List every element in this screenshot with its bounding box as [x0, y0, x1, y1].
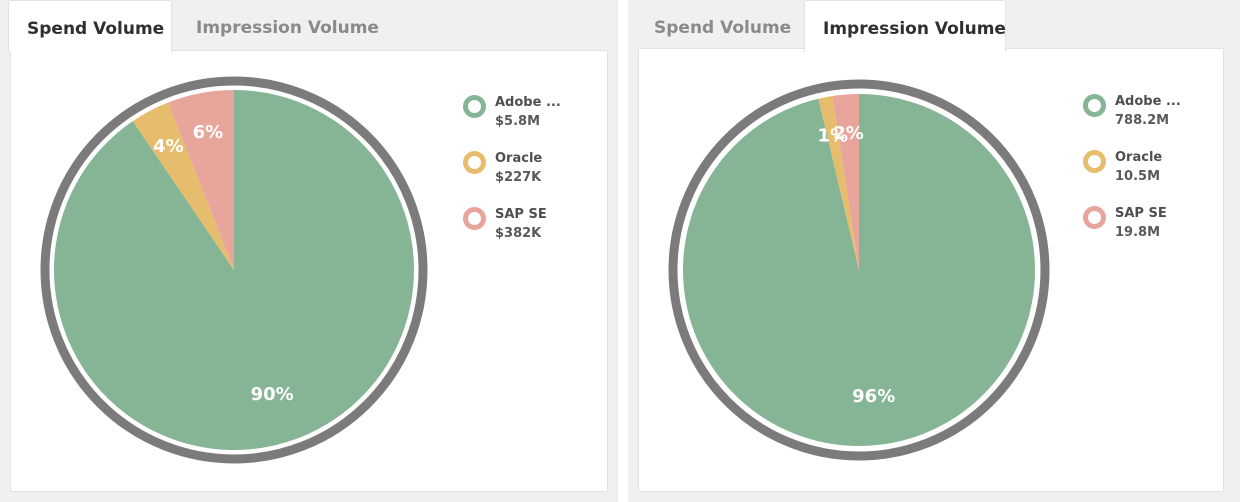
spend-chart-panel: Spend Volume Impression Volume 90% 4% 6% A…: [0, 0, 618, 502]
legend-value: $382K: [495, 226, 542, 241]
pie-label-adobe: 90%: [251, 384, 294, 405]
legend-label: Oracle: [495, 151, 543, 166]
chart-tabs: Spend Volume Impression Volume: [628, 0, 1240, 52]
pie-slice-oracle[interactable]: [132, 102, 234, 270]
pie-outer-ring: [668, 79, 1050, 461]
pie-slice-sap[interactable]: [168, 90, 234, 270]
legend-marker-icon: [463, 207, 486, 230]
pie-chart: 90% 4% 6%: [40, 76, 428, 464]
tab-impression-volume[interactable]: Impression Volume: [196, 18, 379, 38]
legend-label: SAP SE: [495, 207, 547, 222]
legend-label: Adobe ...: [1115, 94, 1181, 109]
pie-slice-adobe[interactable]: [54, 90, 415, 450]
legend-marker-icon: [1083, 94, 1106, 117]
impression-chart-panel: Spend Volume Impression Volume 96% 1% 2% A…: [628, 0, 1240, 502]
legend-marker-icon: [463, 151, 486, 174]
legend-value: $5.8M: [495, 114, 541, 129]
chart-card: 90% 4% 6% Adobe ... $5.8M Oracle $227K SAP…: [10, 50, 608, 492]
legend-value: 788.2M: [1115, 113, 1170, 128]
tab-spend-volume[interactable]: Spend Volume: [8, 0, 172, 52]
pie-chart: 96% 1%2%: [668, 79, 1050, 461]
tab-impression-volume[interactable]: Impression Volume: [804, 0, 1006, 52]
legend-marker-icon: [1083, 150, 1106, 173]
legend-value: $227K: [495, 170, 542, 185]
legend-marker-icon: [463, 95, 486, 118]
legend-value: 10.5M: [1115, 169, 1161, 184]
pie-label-sap: 2%: [833, 123, 864, 144]
pie-label-adobe: 96%: [852, 386, 895, 407]
legend-value: 19.8M: [1115, 225, 1161, 240]
pie-label-oracle: 4%: [153, 136, 184, 157]
pie-slice-sap[interactable]: [832, 94, 859, 270]
chart-card: 96% 1% 2% Adobe ... 788.2M Oracle 10.5M SA…: [638, 48, 1224, 492]
legend-label: Oracle: [1115, 150, 1163, 165]
pie-label-sap: 6%: [193, 122, 224, 143]
pie-outer-ring: [40, 76, 428, 464]
pie-slice-oracle[interactable]: [818, 96, 859, 270]
legend-marker-icon: [1083, 206, 1106, 229]
legend-label: SAP SE: [1115, 206, 1167, 221]
chart-tabs: Spend Volume Impression Volume: [0, 0, 618, 52]
tab-spend-volume[interactable]: Spend Volume: [654, 18, 792, 38]
pie-label-oracle: 1%: [817, 125, 848, 146]
legend-label: Adobe ...: [495, 95, 561, 110]
